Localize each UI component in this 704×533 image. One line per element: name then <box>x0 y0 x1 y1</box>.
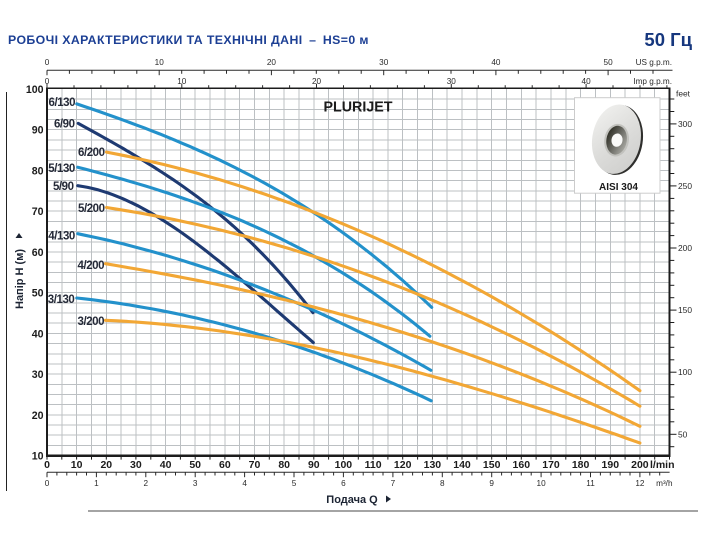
svg-text:90: 90 <box>32 125 44 137</box>
svg-text:US g.p.m.: US g.p.m. <box>636 58 672 67</box>
svg-text:10: 10 <box>177 77 187 86</box>
svg-text:4/130: 4/130 <box>48 231 75 243</box>
svg-text:6: 6 <box>341 479 346 488</box>
svg-text:50 Гц: 50 Гц <box>644 29 692 50</box>
svg-text:200: 200 <box>678 243 692 253</box>
svg-text:6/200: 6/200 <box>78 147 105 159</box>
svg-text:0: 0 <box>45 77 50 86</box>
svg-text:3: 3 <box>193 479 198 488</box>
svg-text:30: 30 <box>32 369 44 381</box>
svg-text:3/200: 3/200 <box>78 316 105 328</box>
svg-text:40: 40 <box>582 77 592 86</box>
svg-text:100: 100 <box>678 367 692 377</box>
svg-text:50: 50 <box>678 429 688 439</box>
svg-text:4/200: 4/200 <box>78 260 105 272</box>
svg-text:190: 190 <box>602 459 620 471</box>
svg-text:10: 10 <box>32 451 44 463</box>
svg-text:60: 60 <box>32 247 44 259</box>
svg-text:Imp g.p.m.: Imp g.p.m. <box>633 77 672 86</box>
svg-text:40: 40 <box>160 459 172 471</box>
svg-text:12: 12 <box>635 479 645 488</box>
svg-text:170: 170 <box>542 459 560 471</box>
svg-text:11: 11 <box>586 479 595 488</box>
svg-text:250: 250 <box>678 181 692 191</box>
svg-text:20: 20 <box>100 459 112 471</box>
svg-text:30: 30 <box>130 459 142 471</box>
svg-text:0: 0 <box>45 58 50 67</box>
svg-text:70: 70 <box>32 206 44 218</box>
svg-text:160: 160 <box>513 459 531 471</box>
svg-text:100: 100 <box>335 459 353 471</box>
svg-text:5: 5 <box>292 479 297 488</box>
svg-text:m³/h: m³/h <box>656 479 673 488</box>
svg-text:70: 70 <box>249 459 261 471</box>
svg-text:feet: feet <box>676 89 691 99</box>
svg-text:10: 10 <box>537 479 547 488</box>
svg-text:50: 50 <box>189 459 201 471</box>
svg-text:AISI 304: AISI 304 <box>599 182 638 193</box>
svg-text:0: 0 <box>44 459 50 471</box>
svg-text:80: 80 <box>32 166 44 178</box>
svg-text:0: 0 <box>45 479 50 488</box>
svg-text:9: 9 <box>489 479 494 488</box>
svg-text:150: 150 <box>678 305 692 315</box>
svg-text:150: 150 <box>483 459 501 471</box>
svg-text:7: 7 <box>391 479 396 488</box>
svg-text:300: 300 <box>678 119 692 129</box>
svg-text:Напір H (м): Напір H (м) <box>14 249 26 309</box>
svg-text:100: 100 <box>26 84 44 96</box>
svg-text:140: 140 <box>453 459 471 471</box>
svg-text:40: 40 <box>32 328 44 340</box>
svg-text:80: 80 <box>278 459 290 471</box>
svg-text:60: 60 <box>219 459 231 471</box>
svg-text:90: 90 <box>308 459 320 471</box>
svg-text:5/200: 5/200 <box>78 203 105 215</box>
svg-text:30: 30 <box>379 58 389 67</box>
svg-text:40: 40 <box>491 58 501 67</box>
svg-text:Подача Q: Подача Q <box>326 494 378 506</box>
svg-text:2: 2 <box>144 479 149 488</box>
svg-text:30: 30 <box>447 77 457 86</box>
svg-text:10: 10 <box>71 459 83 471</box>
svg-text:50: 50 <box>604 58 614 67</box>
svg-text:PLURIJET: PLURIJET <box>324 99 393 116</box>
svg-text:1: 1 <box>94 479 99 488</box>
svg-text:50: 50 <box>32 288 44 300</box>
svg-text:5/130: 5/130 <box>48 163 75 175</box>
svg-text:130: 130 <box>424 459 442 471</box>
svg-text:6/90: 6/90 <box>54 119 75 131</box>
svg-text:l/min: l/min <box>650 459 675 471</box>
svg-text:180: 180 <box>572 459 590 471</box>
svg-text:РОБОЧІ ХАРАКТЕРИСТИКИ ТА ТЕХНІ: РОБОЧІ ХАРАКТЕРИСТИКИ ТА ТЕХНІЧНІ ДАНІ –… <box>8 33 369 47</box>
svg-text:6/130: 6/130 <box>49 97 76 109</box>
svg-text:20: 20 <box>267 58 277 67</box>
svg-text:8: 8 <box>440 479 445 488</box>
svg-text:3/130: 3/130 <box>48 294 75 306</box>
svg-text:5/90: 5/90 <box>53 181 74 193</box>
svg-text:20: 20 <box>312 77 322 86</box>
svg-text:10: 10 <box>155 58 165 67</box>
svg-text:20: 20 <box>32 410 44 422</box>
svg-text:110: 110 <box>365 459 382 471</box>
svg-text:4: 4 <box>242 479 247 488</box>
svg-text:200: 200 <box>631 459 649 471</box>
svg-text:120: 120 <box>394 459 412 471</box>
